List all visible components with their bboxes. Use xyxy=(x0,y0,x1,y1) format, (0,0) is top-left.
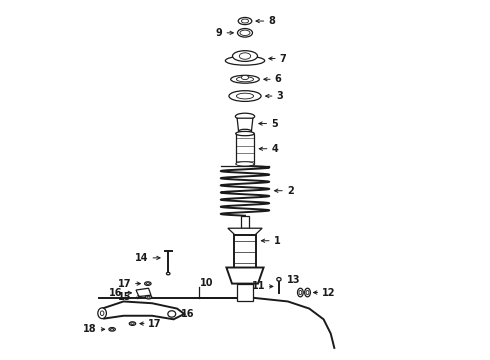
Ellipse shape xyxy=(236,131,254,136)
Ellipse shape xyxy=(235,113,255,120)
Text: 1: 1 xyxy=(273,236,280,246)
Ellipse shape xyxy=(242,19,248,23)
Ellipse shape xyxy=(237,77,253,82)
Text: 7: 7 xyxy=(280,54,286,64)
Ellipse shape xyxy=(100,311,104,316)
Ellipse shape xyxy=(147,296,150,298)
Text: 4: 4 xyxy=(271,144,278,154)
Ellipse shape xyxy=(145,282,151,285)
Ellipse shape xyxy=(232,51,258,62)
Text: 6: 6 xyxy=(275,74,281,84)
Polygon shape xyxy=(228,228,262,235)
Ellipse shape xyxy=(168,311,176,317)
Polygon shape xyxy=(100,301,184,319)
Text: 11: 11 xyxy=(251,282,265,292)
Ellipse shape xyxy=(131,323,134,324)
Ellipse shape xyxy=(277,278,281,281)
Ellipse shape xyxy=(297,288,303,297)
Ellipse shape xyxy=(238,18,252,24)
Text: 18: 18 xyxy=(83,324,97,334)
Ellipse shape xyxy=(146,283,149,284)
Ellipse shape xyxy=(242,75,248,80)
Polygon shape xyxy=(226,267,264,284)
Polygon shape xyxy=(234,235,256,267)
Ellipse shape xyxy=(225,56,265,65)
Ellipse shape xyxy=(167,273,170,275)
Text: 3: 3 xyxy=(276,91,283,101)
Polygon shape xyxy=(241,216,249,228)
Ellipse shape xyxy=(306,291,309,295)
Ellipse shape xyxy=(239,129,251,134)
Ellipse shape xyxy=(229,91,261,102)
Ellipse shape xyxy=(299,291,302,295)
Text: 2: 2 xyxy=(287,186,294,196)
Ellipse shape xyxy=(98,308,106,319)
Polygon shape xyxy=(136,288,151,296)
Polygon shape xyxy=(236,134,254,164)
Text: 10: 10 xyxy=(200,278,214,288)
Text: 16: 16 xyxy=(181,309,194,319)
Ellipse shape xyxy=(146,296,152,299)
Ellipse shape xyxy=(231,75,259,83)
Text: 5: 5 xyxy=(271,118,278,129)
Text: 14: 14 xyxy=(135,253,148,263)
Ellipse shape xyxy=(236,162,254,166)
Ellipse shape xyxy=(240,30,250,36)
Text: 17: 17 xyxy=(118,279,131,289)
Ellipse shape xyxy=(129,322,136,325)
Text: 15: 15 xyxy=(118,292,132,302)
Text: 8: 8 xyxy=(268,16,275,26)
Ellipse shape xyxy=(305,288,310,297)
Ellipse shape xyxy=(238,28,252,37)
Text: 9: 9 xyxy=(216,28,222,38)
Ellipse shape xyxy=(111,328,114,330)
Text: 17: 17 xyxy=(148,319,161,329)
Ellipse shape xyxy=(237,93,253,99)
Ellipse shape xyxy=(239,53,251,59)
Polygon shape xyxy=(237,118,253,131)
Text: 13: 13 xyxy=(287,275,301,285)
Text: 16: 16 xyxy=(109,288,122,298)
Ellipse shape xyxy=(109,328,115,331)
Text: 12: 12 xyxy=(322,288,336,297)
Polygon shape xyxy=(237,284,253,301)
